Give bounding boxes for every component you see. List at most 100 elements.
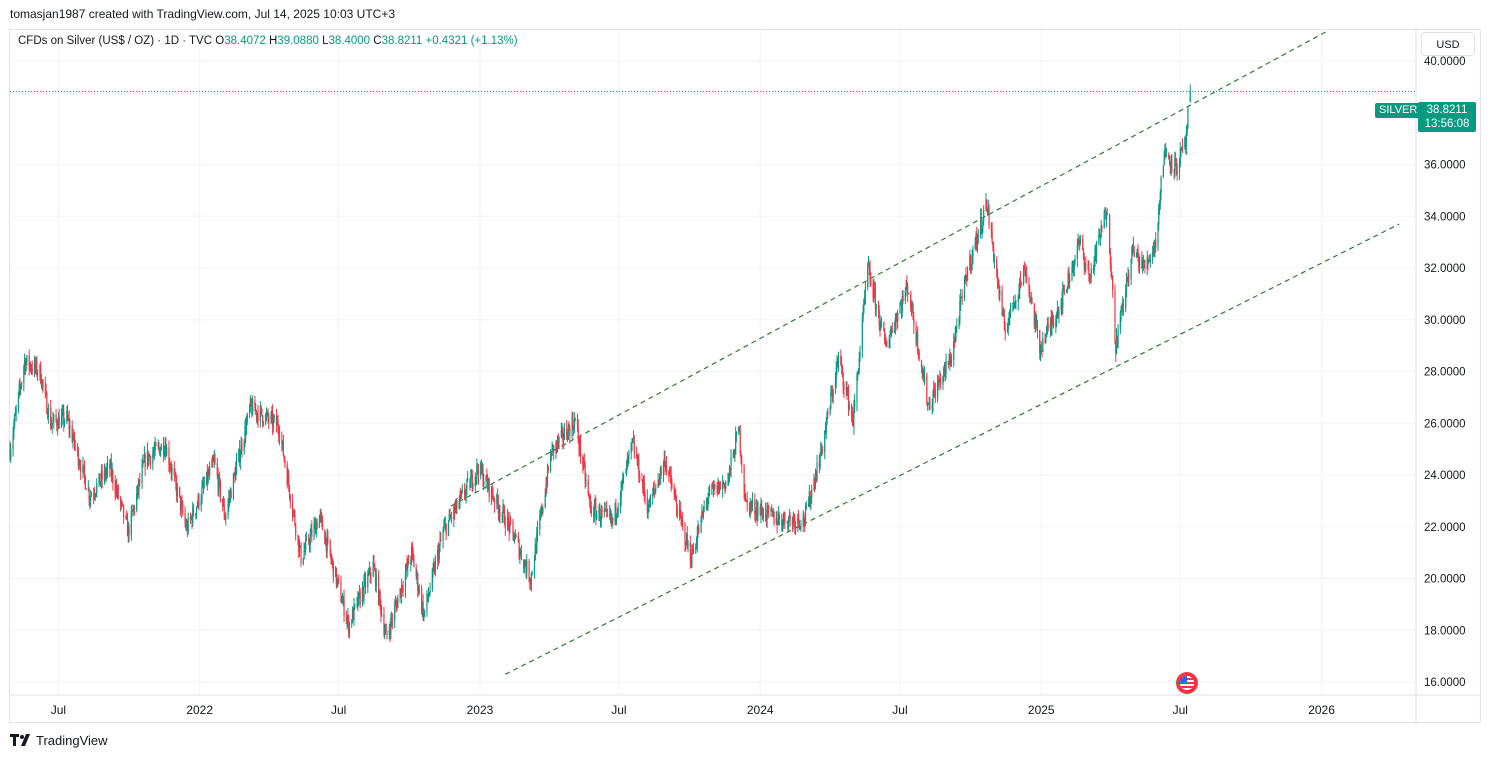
candle-body	[341, 601, 343, 604]
candle-body	[686, 534, 688, 547]
candle-body	[617, 507, 619, 513]
candle-body	[911, 304, 913, 313]
candle-body	[121, 501, 123, 504]
candle-body	[10, 449, 12, 459]
candle-body	[775, 517, 777, 524]
candle-body	[829, 407, 831, 415]
candle-body	[498, 511, 500, 514]
candle-body	[622, 473, 625, 479]
candle-body	[1092, 268, 1095, 271]
candle-body	[1104, 211, 1106, 213]
candle-body	[721, 482, 724, 489]
symbol-description[interactable]: CFDs on Silver (US$ / OZ) · 1D · TVC	[18, 35, 213, 47]
candle-body	[843, 385, 845, 390]
candle-body	[99, 473, 101, 485]
candle-body	[101, 471, 103, 480]
candle-body	[894, 318, 896, 330]
candle-body	[553, 444, 555, 453]
candle-body	[652, 488, 655, 494]
candle-body	[109, 461, 112, 469]
candle-body	[155, 443, 157, 446]
candle-body	[872, 284, 874, 298]
candle-body	[373, 561, 375, 567]
candle-body	[298, 536, 300, 552]
candle-body	[313, 524, 315, 537]
candle-body	[439, 539, 441, 547]
candle-body	[1130, 259, 1132, 279]
candle-body	[179, 495, 182, 511]
candle-body	[303, 550, 305, 559]
candle-body	[1164, 148, 1166, 160]
candle-body	[180, 502, 182, 511]
candle-body	[497, 494, 499, 504]
candle-body	[394, 605, 396, 621]
candle-body	[791, 517, 794, 525]
candle-body	[824, 430, 827, 433]
candle-body	[642, 480, 644, 490]
candle-body	[864, 287, 867, 297]
candle-body	[599, 507, 601, 521]
candle-body	[950, 355, 952, 365]
candle-body	[126, 516, 128, 519]
candle-body	[923, 372, 925, 383]
candle-body	[1045, 336, 1047, 343]
candle-body	[793, 517, 795, 520]
candle-body	[997, 283, 999, 285]
candle-body	[652, 493, 654, 497]
candle-body	[1003, 316, 1006, 330]
candle-body	[1115, 336, 1118, 354]
candle-body	[149, 456, 152, 464]
y-tick-label: 30.0000	[1424, 315, 1466, 327]
candle-body	[186, 525, 188, 529]
candle-body	[596, 513, 598, 519]
x-tick-label: Jul	[51, 703, 66, 717]
candle-body	[864, 296, 866, 300]
candle-body	[1068, 271, 1070, 283]
candle-body	[470, 477, 472, 488]
candle-body	[222, 498, 224, 507]
x-tick-label: Jul	[611, 703, 626, 717]
candle-body	[797, 514, 799, 524]
candle-body	[614, 504, 616, 522]
candle-body	[1051, 318, 1053, 327]
candle-body	[854, 402, 856, 407]
candle-body	[723, 483, 725, 485]
candle-body	[530, 572, 532, 584]
tradingview-footer: TradingView	[10, 733, 108, 748]
us-event-flag-icon[interactable]	[1176, 672, 1198, 694]
candle-body	[1036, 322, 1038, 325]
candle-body	[160, 444, 162, 451]
candle-body	[874, 290, 877, 310]
candle-body	[863, 299, 865, 313]
candle-body	[170, 468, 172, 473]
candle-body	[907, 285, 909, 294]
candle-body	[929, 402, 931, 409]
chart-panel[interactable]	[9, 29, 1481, 723]
candle-body	[93, 495, 95, 497]
candle-body	[450, 516, 452, 518]
candle-body	[762, 508, 764, 519]
candle-body	[254, 400, 256, 412]
candle-body	[235, 468, 237, 481]
candle-body	[348, 616, 350, 634]
currency-button[interactable]: USD	[1421, 32, 1475, 56]
candle-body	[492, 494, 494, 500]
candle-body	[928, 402, 930, 404]
candle-body	[632, 438, 635, 441]
candle-body	[218, 476, 220, 491]
candle-body	[675, 501, 678, 510]
candle-body	[144, 454, 146, 468]
candle-body	[647, 511, 649, 513]
candle-body	[275, 415, 278, 426]
candle-body	[460, 491, 463, 495]
candle-body	[933, 389, 936, 391]
candle-body	[983, 210, 985, 221]
candle-body	[243, 441, 245, 451]
candle-body	[29, 364, 31, 368]
candle-body	[1103, 211, 1105, 229]
candle-body	[593, 503, 595, 517]
candle-body	[265, 414, 268, 416]
candle-body	[278, 434, 281, 440]
candle-body	[14, 415, 16, 426]
